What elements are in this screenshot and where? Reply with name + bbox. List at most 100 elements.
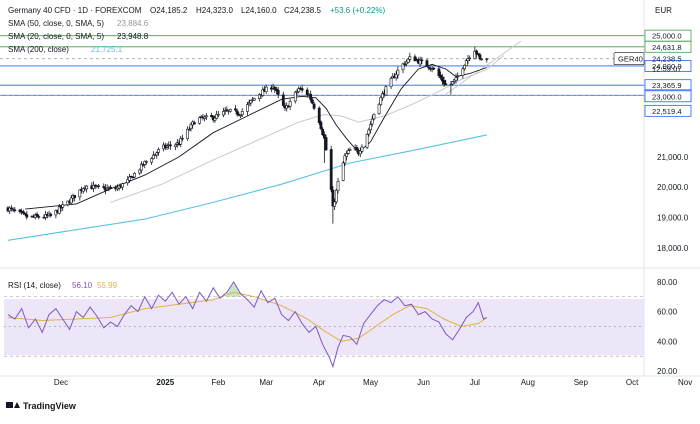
candle-body — [469, 58, 471, 59]
candle-body — [246, 105, 248, 112]
candle-body — [322, 129, 324, 134]
candle-body — [188, 129, 190, 130]
indicator-sma200-label[interactable]: SMA (200, close) — [8, 45, 69, 54]
candle-body — [38, 217, 40, 218]
candle[interactable] — [320, 121, 322, 131]
candle-body — [349, 149, 351, 150]
candle-body — [289, 102, 291, 107]
candle[interactable] — [198, 117, 200, 125]
rsi-value: 56.10 — [72, 281, 93, 290]
indicator-sma200-value: 21,725.1 — [91, 45, 123, 54]
candle[interactable] — [385, 85, 387, 95]
ohlc-close: C24,238.5 — [284, 6, 321, 15]
candle-body — [10, 208, 12, 209]
indicator-sma20-label[interactable]: SMA (20, close, 0, SMA, 5) — [8, 32, 104, 41]
candle-body — [457, 76, 459, 77]
rsi-ma-value: 55.99 — [97, 281, 118, 290]
candle-body — [433, 68, 435, 69]
candle-body — [204, 117, 206, 118]
current-price-tag[interactable]: 24,238.512:59:07 — [652, 55, 682, 74]
candle[interactable] — [335, 189, 337, 204]
candle-body — [98, 186, 100, 187]
candle-body — [404, 64, 406, 65]
candle-body — [479, 55, 481, 59]
indicator-sma50-label[interactable]: SMA (50, close, 0, SMA, 5) — [8, 19, 104, 28]
candle-body — [397, 70, 399, 75]
candle-body — [282, 95, 284, 106]
candle[interactable] — [342, 161, 344, 181]
candle-body — [428, 67, 430, 68]
candle-body — [156, 153, 158, 155]
candle-body — [241, 111, 243, 114]
currency-label[interactable]: EUR — [655, 6, 672, 15]
price-axis-label: 19,000.0 — [657, 214, 689, 223]
candle-body — [390, 78, 392, 86]
candle-body — [229, 109, 231, 111]
candle[interactable] — [330, 146, 332, 192]
rsi-axis-label: 60.00 — [657, 308, 678, 317]
candle-body — [79, 190, 81, 197]
candle-body — [121, 184, 123, 188]
price-box[interactable]: 24,631.8 — [645, 41, 691, 52]
candle-body — [369, 125, 371, 130]
candle-body — [465, 61, 467, 66]
candle-body — [445, 84, 447, 85]
price-box[interactable]: 22,519.4 — [645, 105, 691, 116]
candle-body — [294, 92, 296, 101]
candle-body — [62, 205, 64, 208]
candle-body — [205, 116, 207, 117]
ohlc-low: L24,160.0 — [241, 6, 277, 15]
candle-body — [180, 139, 182, 145]
candle-body — [139, 170, 141, 173]
candle-body — [128, 177, 130, 180]
chart-window: 21,000.0 20,000.0 19,000.0 18,000.0 80.00 60.… — [0, 0, 700, 419]
candle-body — [335, 190, 337, 202]
candle-body — [133, 173, 135, 177]
candle-body — [378, 104, 380, 113]
ohlc-open: O24,185.2 — [150, 6, 188, 15]
time-axis-label: Apr — [313, 378, 326, 387]
candle-body — [481, 59, 483, 60]
candle-body — [311, 100, 313, 103]
candle-body — [253, 98, 255, 100]
price-axis-label: 20,000.0 — [657, 183, 689, 192]
price-box[interactable]: 25,000.0 — [645, 30, 691, 41]
candle-body — [310, 94, 312, 99]
candle-body — [337, 181, 339, 190]
candle-body — [486, 59, 488, 60]
candle-body — [380, 98, 382, 105]
price-box[interactable]: 23,000.0 — [645, 91, 691, 102]
symbol-badge[interactable]: GER40 — [614, 53, 644, 65]
candle-body — [342, 163, 344, 181]
candle-body — [24, 213, 26, 214]
candle-body — [462, 69, 464, 76]
price-box[interactable]: 23,365.9 — [645, 80, 691, 91]
countdown-timer: 12:59:07 — [652, 65, 682, 74]
candle-body — [450, 84, 452, 85]
symbol-badge-text: GER40 — [618, 55, 643, 64]
candle-body — [320, 122, 322, 129]
chart-canvas[interactable]: 21,000.020,000.019,000.018,000.080.0060.… — [0, 0, 700, 419]
candle-body — [301, 89, 303, 91]
time-axis-label: Nov — [678, 378, 692, 387]
candle-body — [347, 151, 349, 154]
candle-body — [373, 114, 375, 119]
rsi-label[interactable]: RSI (14, close) — [8, 281, 61, 290]
rsi-axis-label: 40.00 — [657, 337, 678, 346]
candle-body — [174, 145, 176, 147]
candle[interactable] — [366, 134, 368, 150]
candle-body — [330, 149, 332, 189]
rsi-axis-label: 80.00 — [657, 278, 678, 287]
candle-body — [318, 108, 320, 123]
time-axis-label: Jun — [417, 378, 430, 387]
candle-body — [385, 87, 387, 95]
candle-body — [50, 214, 52, 215]
time-axis-label: Mar — [259, 378, 273, 387]
candle-body — [103, 186, 105, 187]
price-box-value: 22,519.4 — [652, 107, 682, 116]
time-axis-label: Sep — [574, 378, 589, 387]
candle-body — [265, 87, 267, 92]
candle-body — [438, 69, 440, 76]
symbol-title[interactable]: Germany 40 CFD · 1D · FOREXCOM — [8, 6, 142, 15]
candle-body — [361, 147, 363, 151]
